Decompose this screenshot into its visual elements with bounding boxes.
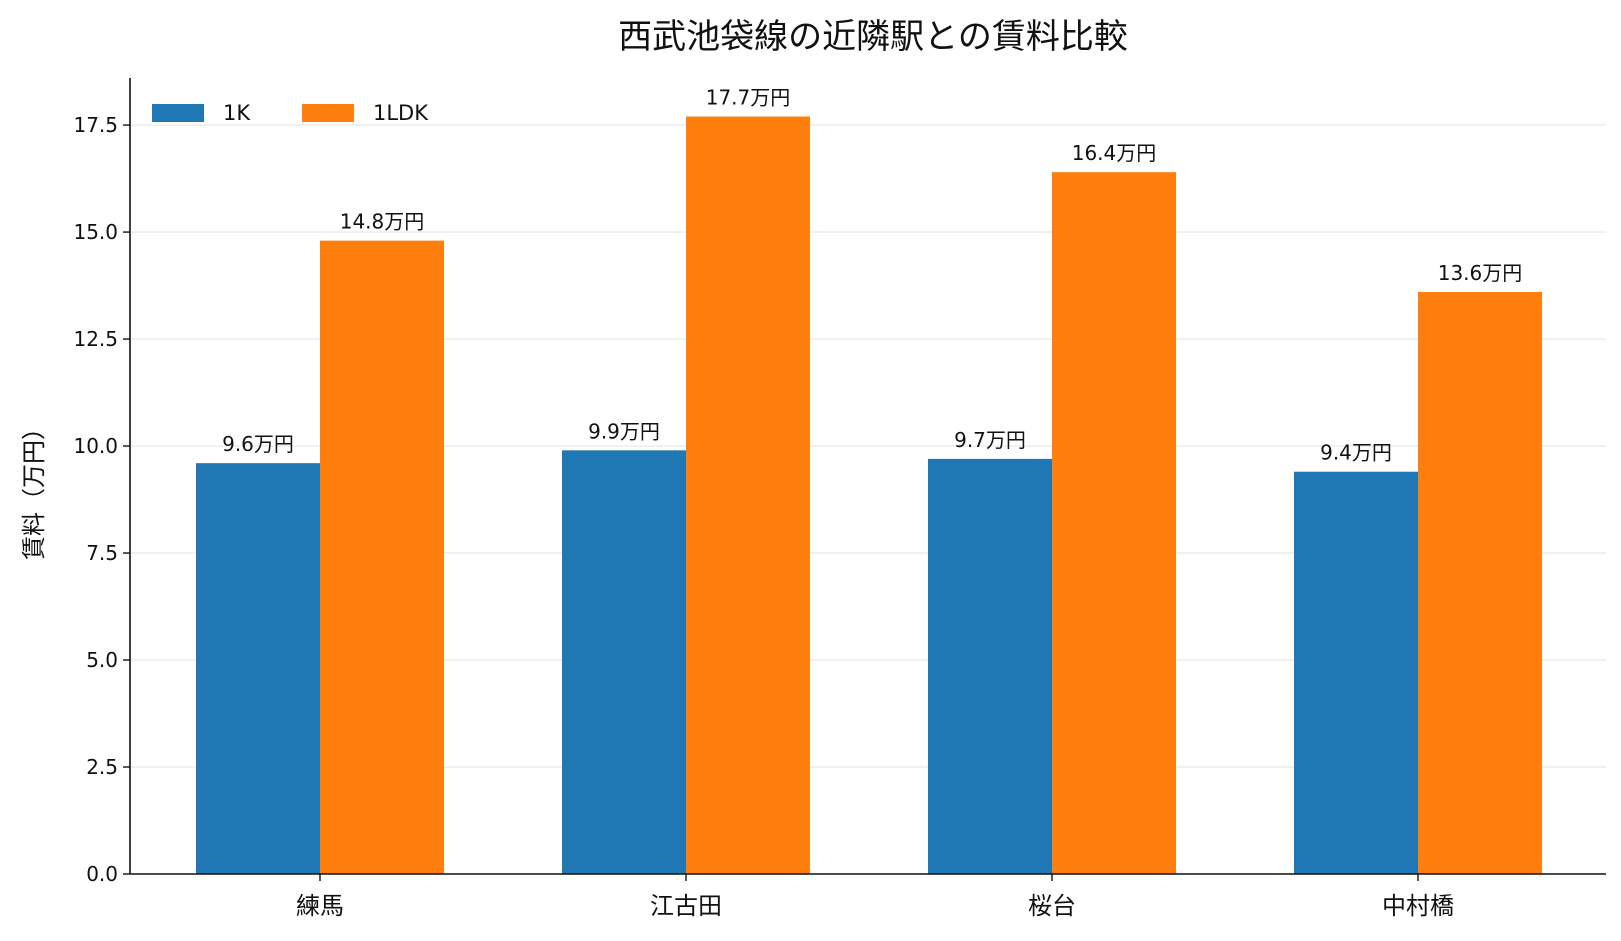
bar-1ldk: [320, 240, 444, 874]
bar-1ldk: [1418, 291, 1542, 874]
y-tick-label: 7.5: [86, 541, 118, 565]
y-tick-label: 10.0: [73, 434, 118, 458]
chart-title: 西武池袋線の近隣駅との賃料比較: [618, 17, 1128, 57]
y-tick-label: 5.0: [86, 648, 118, 672]
y-axis-label: 賃料（万円）: [20, 416, 48, 560]
legend: 1K 1LDK: [152, 101, 429, 125]
y-tick-label: 17.5: [73, 113, 118, 137]
x-tick-label: 練馬: [296, 892, 344, 920]
legend-swatch-1ldk: [302, 104, 354, 122]
data-label: 17.7万円: [706, 86, 791, 110]
data-label: 9.6万円: [222, 432, 294, 456]
y-tick-label: 12.5: [73, 327, 118, 351]
bar-1k: [196, 463, 320, 874]
x-tick-label: 中村橋: [1382, 892, 1454, 920]
y-tick-label: 15.0: [73, 220, 118, 244]
bars: [196, 116, 1542, 875]
data-label: 14.8万円: [340, 210, 425, 234]
y-tick-label: 2.5: [86, 755, 118, 779]
bar-1k: [928, 458, 1052, 874]
bar-1ldk: [686, 116, 810, 875]
legend-swatch-1k: [152, 104, 204, 122]
bar-1k: [562, 450, 686, 874]
bar-1k: [1294, 471, 1418, 874]
y-tick-label: 0.0: [86, 862, 118, 886]
data-label: 9.9万円: [588, 419, 660, 443]
x-tick-label: 桜台: [1028, 892, 1076, 920]
data-label: 9.7万円: [954, 428, 1026, 452]
legend-label: 1LDK: [373, 101, 429, 125]
bar-1ldk: [1052, 172, 1176, 875]
legend-label: 1K: [223, 101, 251, 125]
x-axis: 練馬 江古田 桜台 中村橋: [130, 873, 1606, 920]
data-label: 13.6万円: [1438, 261, 1523, 285]
x-tick-label: 江古田: [650, 892, 722, 920]
data-label: 16.4万円: [1072, 141, 1157, 165]
y-axis: 0.0 2.5 5.0 7.5 10.0 12.5 15.0 17.5: [73, 78, 131, 886]
data-labels: 9.6万円 14.8万円 9.9万円 17.7万円 9.7万円 16.4万円 9.4万円 13…: [222, 86, 1522, 465]
data-label: 9.4万円: [1320, 441, 1392, 465]
